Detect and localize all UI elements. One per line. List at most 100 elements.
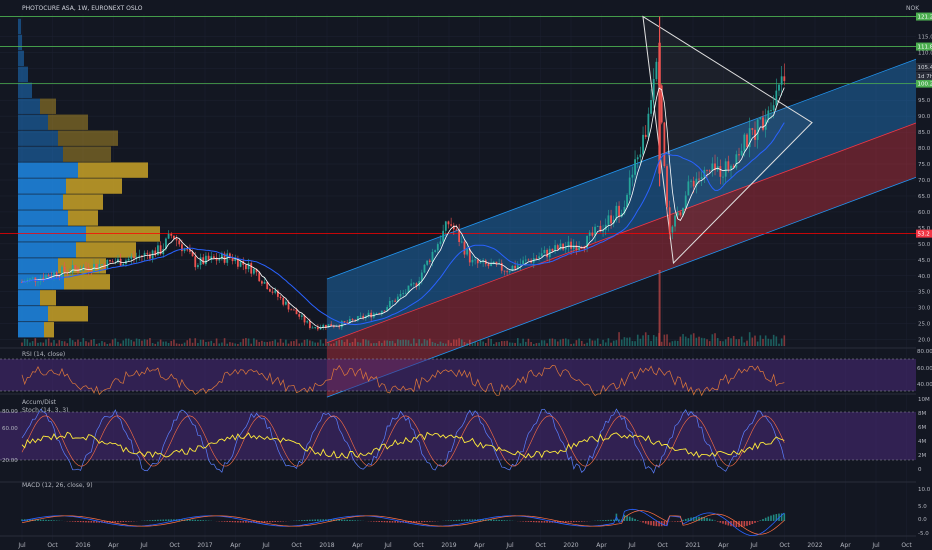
volume-bar — [301, 342, 303, 346]
macd-hist-bar — [636, 520, 639, 521]
volume-bar — [130, 339, 133, 346]
candle-body — [79, 270, 82, 272]
macd-hist-bar — [698, 516, 700, 521]
accum-axis-label: 8M — [918, 411, 926, 417]
volume-bar — [205, 341, 207, 346]
volume-bar — [279, 338, 282, 346]
macd-hist-bar — [543, 521, 546, 523]
candle-body — [162, 248, 165, 255]
macd-hist-bar — [663, 521, 666, 526]
volume-bar — [607, 338, 610, 346]
macd-hist-bar — [695, 516, 698, 521]
candle-body — [503, 270, 506, 272]
volume-bar — [194, 338, 197, 346]
macd-hist-bar — [202, 520, 205, 521]
volume-bar — [767, 338, 770, 346]
volume-bar — [636, 334, 639, 346]
macd-hist-bar — [610, 519, 612, 521]
volume-bar — [189, 338, 191, 346]
candle-body — [668, 207, 671, 233]
volume-bar — [253, 338, 255, 346]
macd-hist-bar — [674, 521, 676, 522]
volume-bar — [599, 343, 602, 346]
volume-bar — [186, 340, 189, 346]
macd-hist-bar — [130, 521, 133, 522]
stoch-panel[interactable]: Accum/Dist Stoch (14, 3, 3) 80.00 60.00 20… — [0, 397, 930, 474]
rsi-label: RSI (14, close) — [22, 351, 65, 358]
macd-hist-bar — [186, 519, 189, 521]
macd-hist-bar — [503, 520, 506, 521]
macd-panel[interactable]: MACD (12, 26, close, 9) 10.0 5.0 0.0 -5.0 — [21, 482, 931, 537]
candle-body — [564, 247, 567, 250]
candle-body — [471, 259, 474, 263]
accum-axis-label: 0 — [918, 467, 922, 473]
price-tick-label: 30.0 — [918, 306, 931, 312]
macd-hist-bar — [154, 519, 157, 521]
candle-body — [455, 229, 458, 231]
macd-hist-bar — [90, 521, 93, 523]
volume-bar — [61, 341, 63, 346]
volume-bar — [498, 342, 500, 346]
volume-bar — [775, 336, 778, 346]
candle-body — [63, 266, 66, 272]
volume-bar — [109, 343, 111, 346]
volume-bar — [90, 339, 93, 346]
candle-body — [607, 215, 610, 225]
volume-bar — [706, 339, 708, 346]
macd-hist-bar — [711, 519, 714, 521]
volume-bar — [258, 342, 261, 346]
candle-body — [714, 163, 716, 171]
volume-bar — [271, 340, 274, 346]
volume-bar — [346, 339, 348, 346]
volume-bar — [708, 341, 711, 346]
volume-bar — [122, 340, 125, 346]
profile-bar-gold — [76, 242, 136, 258]
candle-body — [263, 281, 266, 284]
candle-body — [109, 259, 111, 262]
rsi-axis-label: 40.00 — [917, 382, 932, 388]
volume-bar — [335, 341, 338, 346]
channel-lower-zone — [326, 120, 923, 398]
candle-body — [250, 263, 253, 274]
volume-bar — [263, 341, 266, 346]
rsi-panel[interactable]: RSI (14, close) 80.00 60.00 40.00 — [0, 349, 932, 397]
volume-bar — [87, 342, 90, 346]
rsi-band — [0, 359, 916, 391]
volume-bar — [663, 334, 666, 346]
candle-body — [572, 245, 575, 249]
volume-bar — [26, 339, 29, 346]
volume-bar — [468, 339, 471, 346]
volume-bar — [250, 343, 253, 346]
candle-body — [354, 319, 357, 321]
volume-bar — [562, 338, 564, 346]
macd-hist-bar — [628, 516, 631, 521]
candle-body — [444, 221, 447, 231]
candle-body — [237, 258, 239, 267]
macd-hist-bar — [234, 521, 237, 523]
macd-hist-bar — [775, 514, 778, 521]
time-axis[interactable]: Jul Oct 2016 Apr Jul Oct 2017 Apr Jul Oct 2018 Apr J… — [17, 542, 912, 549]
macd-hist-bar — [418, 521, 420, 523]
candle-body — [746, 134, 748, 148]
volume-bar — [434, 342, 436, 346]
macd-hist-bar — [263, 521, 266, 523]
candle-body — [149, 253, 151, 259]
volume-bar — [50, 342, 53, 346]
volume-bar — [631, 341, 634, 346]
macd-hist-bar — [548, 521, 551, 523]
candle-body — [319, 327, 322, 330]
horizontal-levels — [0, 16, 916, 235]
volume-bar — [762, 338, 764, 346]
candle-body — [205, 255, 207, 265]
volume-bar — [783, 335, 786, 346]
macd-hist-bar — [343, 519, 346, 521]
candle-body — [386, 306, 389, 311]
macd-hist-bar — [682, 519, 684, 521]
macd-hist-bar — [732, 521, 735, 527]
macd-hist-bar — [146, 520, 149, 521]
volume-bar — [770, 339, 772, 346]
candle-body — [618, 205, 620, 217]
macd-label: MACD (12, 26, close, 9) — [22, 482, 93, 489]
profile-bar-blue — [18, 162, 78, 178]
macd-hist-bar — [506, 520, 508, 521]
